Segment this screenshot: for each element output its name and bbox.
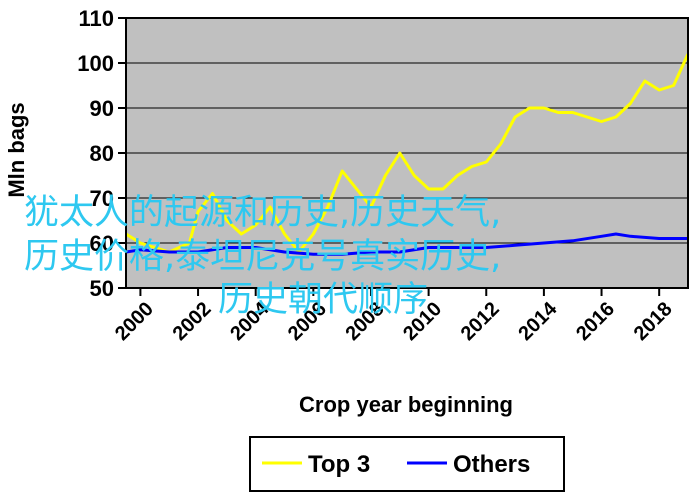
legend: Top 3 Others <box>249 436 565 492</box>
x-tick-label-2002: 2002 <box>169 298 216 345</box>
y-axis-title: Mln bags <box>4 102 29 197</box>
overlay-caption: 犹太人的起源和历史,历史天气, 历史价格,泰坦尼克号真实历史, 历史朝代顺序 <box>24 193 501 320</box>
y-axis: 110 100 90 80 70 60 50 <box>77 6 126 301</box>
x-axis-title: Crop year beginning <box>299 392 513 417</box>
x-tick-label-2018: 2018 <box>630 298 677 345</box>
y-tick-label-60: 60 <box>90 231 114 256</box>
series-line-others <box>125 232 688 256</box>
y-tick-label-70: 70 <box>90 186 114 211</box>
overlay-line-3: 历史朝代顺序 <box>218 280 428 320</box>
overlay-line-1: 犹太人的起源和历史,历史天气, <box>24 193 501 233</box>
y-tick-label-50: 50 <box>90 276 114 301</box>
y-tick-label-110: 110 <box>79 6 115 31</box>
x-tick-label-2014: 2014 <box>514 297 562 345</box>
x-tick-label-2016: 2016 <box>572 298 619 345</box>
series-line-top-3 <box>125 53 690 254</box>
x-tick-label-2012: 2012 <box>457 298 504 345</box>
legend-label-others: Others <box>453 451 530 478</box>
y-tick-label-90: 90 <box>90 96 114 121</box>
y-tick-label-100: 100 <box>77 51 114 76</box>
series-lines <box>125 53 690 256</box>
overlay-line-2: 历史价格,泰坦尼克号真实历史, <box>24 237 501 277</box>
y-tick-label-80: 80 <box>90 141 114 166</box>
x-tick-label-2000: 2000 <box>111 298 158 345</box>
legend-label-top-3: Top 3 <box>308 451 370 478</box>
